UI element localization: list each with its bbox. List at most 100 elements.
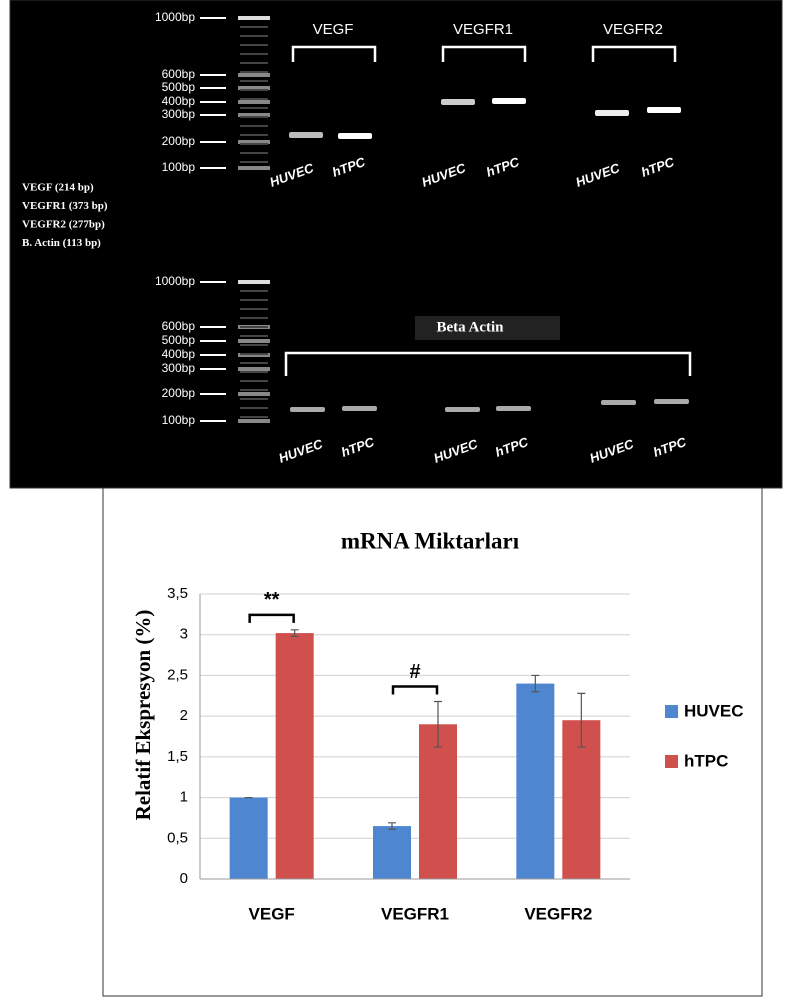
ladder-smear [240, 398, 268, 400]
ladder-smear [240, 107, 268, 109]
ladder-smear [240, 89, 268, 91]
legend-label: HUVEC [684, 701, 744, 720]
ladder-smear [240, 62, 268, 64]
beta-actin-title: Beta Actin [436, 319, 504, 335]
ladder-smear [240, 299, 268, 301]
y-tick-label: 2,5 [167, 666, 188, 683]
ladder-band [238, 73, 270, 77]
band [654, 399, 689, 404]
band [601, 400, 636, 405]
band [338, 133, 372, 139]
bar [373, 826, 411, 879]
ladder-smear [240, 152, 268, 154]
ladder-label: 1000bp [155, 274, 195, 288]
y-tick-label: 2 [180, 707, 188, 724]
ladder-smear [240, 134, 268, 136]
x-tick-label: VEGFR1 [381, 904, 449, 923]
significance-label: ** [264, 589, 280, 611]
ladder-band [238, 419, 270, 423]
ladder-band [238, 166, 270, 170]
y-tick-label: 1,5 [167, 748, 188, 765]
ladder-label: 500bp [162, 80, 196, 94]
bar [516, 684, 554, 879]
bar [230, 798, 268, 879]
y-tick-label: 3,5 [167, 585, 188, 602]
ladder-smear [240, 353, 268, 355]
y-tick-label: 3 [180, 626, 188, 643]
ladder-label: 300bp [162, 107, 196, 121]
gel-legend: B. Actin (113 bp) [22, 237, 101, 249]
gene-label: VEGFR2 [603, 21, 663, 38]
ladder-label: 600bp [162, 319, 196, 333]
ladder-smear [240, 371, 268, 373]
legend-swatch [665, 755, 678, 768]
ladder-label: 400bp [162, 347, 196, 361]
ladder-band [238, 339, 270, 343]
ladder-smear [240, 389, 268, 391]
band [595, 110, 629, 116]
band [492, 98, 526, 104]
band [441, 99, 475, 105]
x-tick-label: VEGFR2 [524, 904, 592, 923]
ladder-smear [240, 407, 268, 409]
gene-label: VEGFR1 [453, 21, 513, 38]
ladder-label: 200bp [162, 386, 196, 400]
ladder-smear [240, 290, 268, 292]
ladder-smear [240, 116, 268, 118]
band [445, 407, 480, 412]
ladder-smear [240, 326, 268, 328]
legend-swatch [665, 705, 678, 718]
x-tick-label: VEGF [249, 904, 295, 923]
ladder-label: 400bp [162, 94, 196, 108]
ladder-band [238, 16, 270, 20]
gel-legend: VEGFR1 (373 bp) [22, 200, 108, 212]
ladder-band [238, 280, 270, 284]
ladder-smear [240, 44, 268, 46]
ladder-smear [240, 53, 268, 55]
significance-label: # [409, 661, 420, 683]
y-tick-label: 0,5 [167, 829, 188, 846]
gel-legend: VEGFR2 (277bp) [22, 219, 105, 231]
ladder-smear [240, 380, 268, 382]
ladder-band [238, 100, 270, 104]
legend-label: hTPC [684, 751, 728, 770]
ladder-smear [240, 98, 268, 100]
y-tick-label: 0 [180, 870, 188, 887]
gel-legend: VEGF (214 bp) [22, 182, 94, 194]
ladder-smear [240, 362, 268, 364]
ladder-smear [240, 80, 268, 82]
ladder-smear [240, 344, 268, 346]
chart-title: mRNA Miktarları [341, 528, 520, 553]
ladder-smear [240, 125, 268, 127]
ladder-smear [240, 416, 268, 418]
gel-image [10, 0, 782, 488]
ladder-label: 600bp [162, 67, 196, 81]
bar [276, 633, 314, 879]
page: VEGF (214 bp) VEGFR1 (373 bp) VEGFR2 (277b… [0, 0, 787, 998]
ladder-smear [240, 71, 268, 73]
gene-label: VEGF [313, 21, 354, 38]
ladder-label: 1000bp [155, 10, 195, 24]
y-tick-label: 1 [180, 789, 188, 806]
ladder-smear [240, 317, 268, 319]
band [342, 406, 377, 411]
ladder-label: 300bp [162, 361, 196, 375]
ladder-label: 500bp [162, 333, 196, 347]
band [290, 407, 325, 412]
band [496, 406, 531, 411]
ladder-smear [240, 161, 268, 163]
ladder-smear [240, 335, 268, 337]
ladder-smear [240, 26, 268, 28]
ladder-smear [240, 143, 268, 145]
y-axis-label: Relatif Ekspresyon (%) [131, 610, 155, 821]
ladder-label: 100bp [162, 413, 196, 427]
ladder-smear [240, 35, 268, 37]
ladder-label: 100bp [162, 160, 196, 174]
figure: VEGF (214 bp) VEGFR1 (373 bp) VEGFR2 (277b… [0, 0, 787, 998]
ladder-band [238, 392, 270, 396]
band [289, 132, 323, 138]
ladder-smear [240, 308, 268, 310]
band [647, 107, 681, 113]
ladder-band [238, 367, 270, 371]
ladder-label: 200bp [162, 134, 196, 148]
